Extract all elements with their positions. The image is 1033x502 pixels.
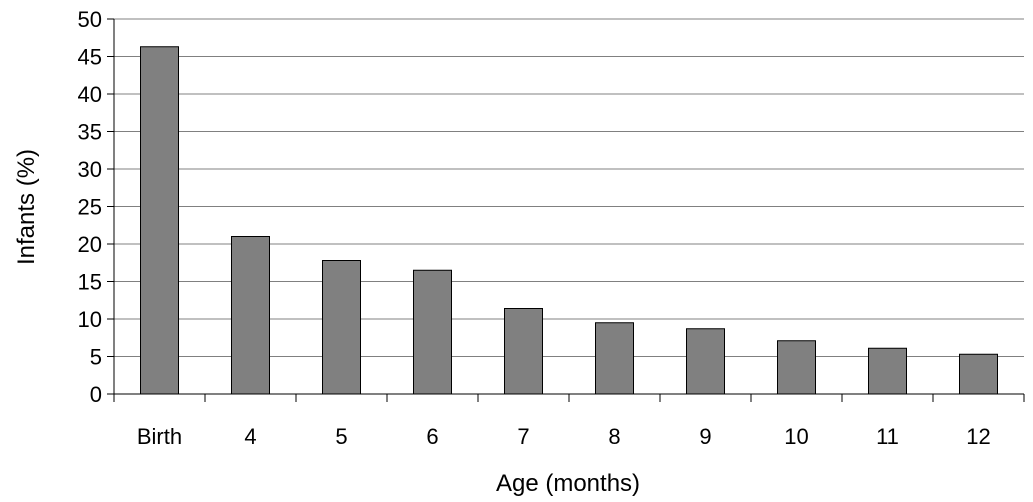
y-tick-label: 45 <box>78 45 102 70</box>
bar <box>595 322 634 395</box>
x-tick-label: 12 <box>966 424 990 449</box>
bar <box>777 340 816 395</box>
bar <box>959 353 998 395</box>
bar <box>868 347 907 395</box>
axes <box>107 18 1025 402</box>
y-tick-label: 35 <box>78 120 102 145</box>
x-tick-label: Birth <box>137 424 182 449</box>
x-tick-label: 8 <box>608 424 620 449</box>
y-tick-label: 20 <box>78 232 102 257</box>
x-tick-label: 4 <box>244 424 256 449</box>
y-tick-labels: 0 5 10 15 20 25 30 35 40 45 50 <box>78 7 102 407</box>
bar <box>322 260 361 395</box>
y-tick-label: 15 <box>78 270 102 295</box>
y-tick-label: 5 <box>90 345 102 370</box>
y-tick-label: 10 <box>78 307 102 332</box>
bar <box>686 328 725 395</box>
x-tick-labels: Birth 4 5 6 7 8 9 10 11 12 <box>137 424 991 449</box>
bar <box>413 269 452 395</box>
y-tick-label: 0 <box>90 382 102 407</box>
y-tick-label: 50 <box>78 7 102 32</box>
x-tick-label: 7 <box>517 424 529 449</box>
bar <box>231 236 270 395</box>
x-axis-title: Age (months) <box>496 470 640 497</box>
x-tick-label: 6 <box>426 424 438 449</box>
x-tick-label: 5 <box>335 424 347 449</box>
y-tick-label: 40 <box>78 82 102 107</box>
bar <box>140 46 179 395</box>
bars <box>140 46 998 395</box>
y-tick-label: 30 <box>78 157 102 182</box>
x-tick-label: 9 <box>699 424 711 449</box>
x-tick-label: 11 <box>876 424 899 449</box>
bar <box>504 308 543 395</box>
y-axis-title: Infants (%) <box>13 149 40 265</box>
x-tick-label: 10 <box>784 424 808 449</box>
y-tick-label: 25 <box>78 195 102 220</box>
